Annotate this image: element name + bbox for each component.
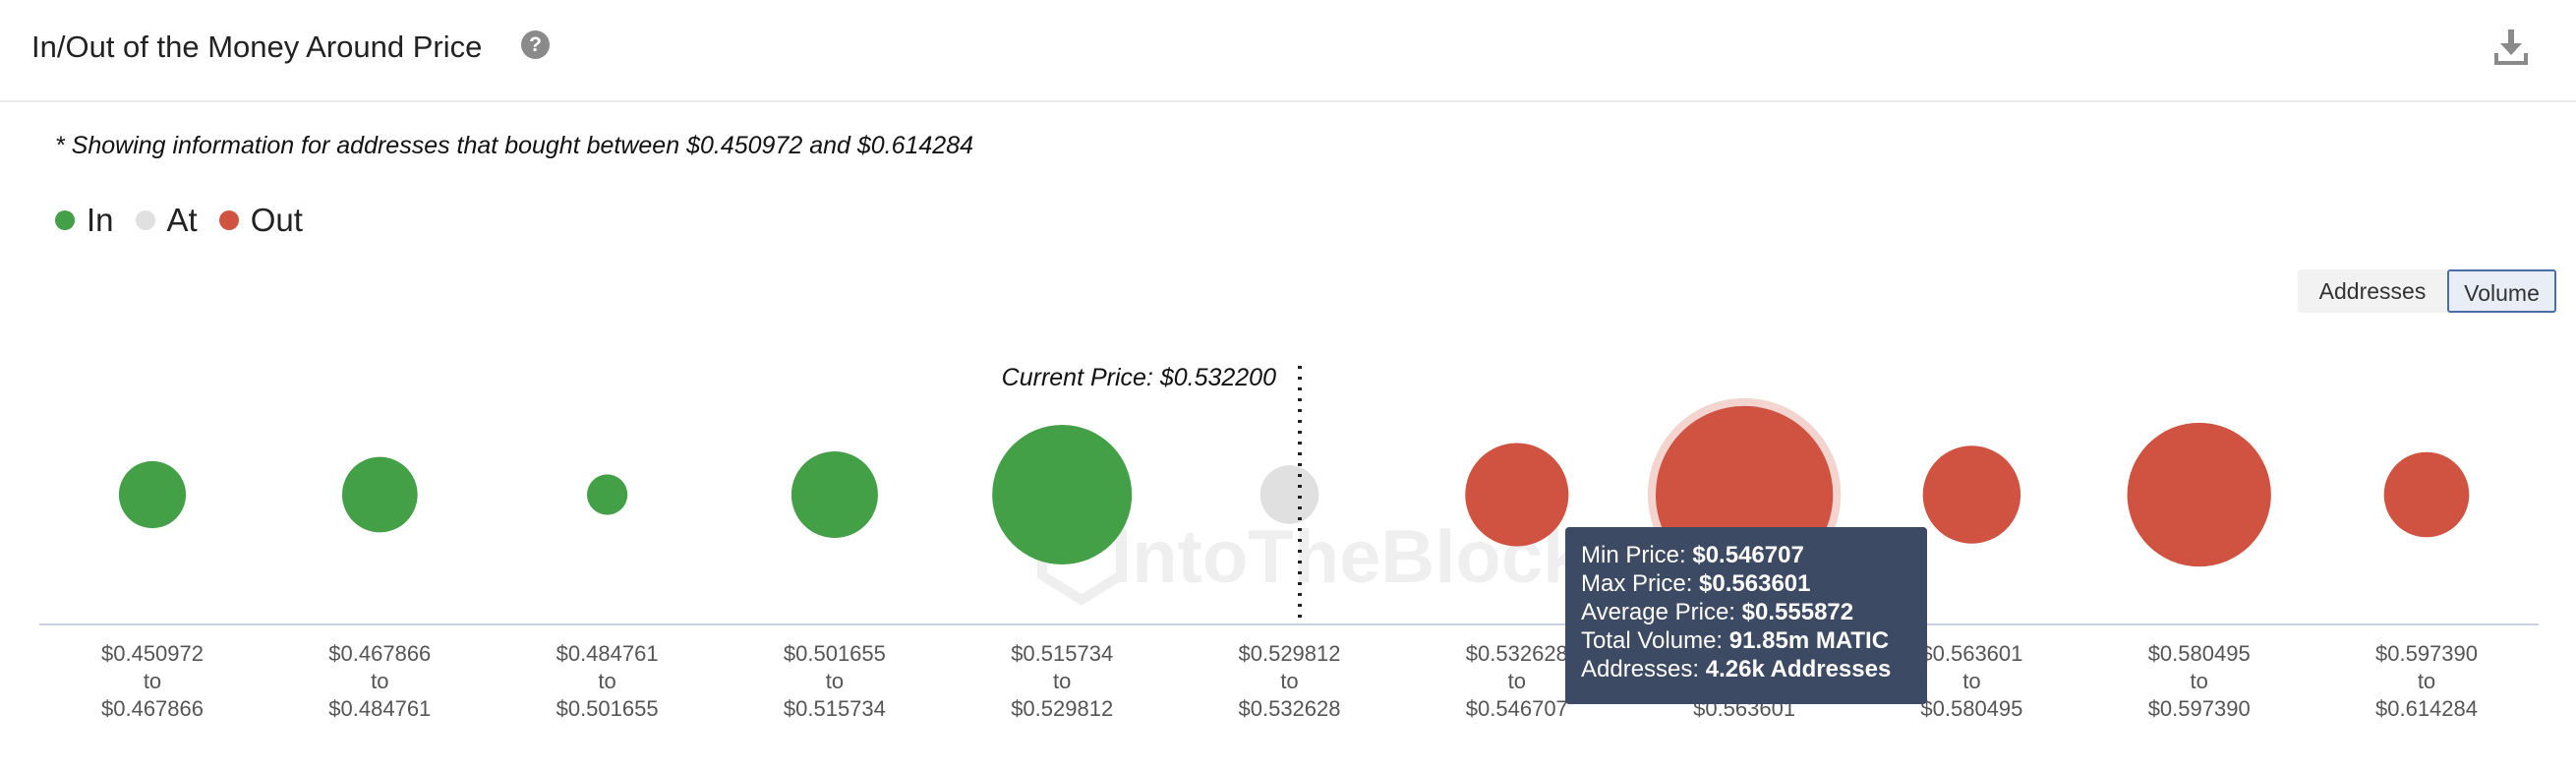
bubble-in-2[interactable] (587, 474, 628, 515)
x-tick-label-8: $0.563601 to $0.580495 (1920, 641, 2022, 721)
price-range-note: * Showing information for addresses that… (55, 132, 974, 159)
x-tick-label-5: $0.529812 to $0.532628 (1239, 641, 1341, 721)
legend-swatch-out (218, 210, 239, 230)
x-tick-labels: $0.450972 to $0.467866 $0.467866 to $0.484761… (101, 641, 2478, 721)
volume-toggle-button[interactable]: Volume (2447, 269, 2556, 313)
bubble-in-1[interactable] (341, 456, 418, 533)
tooltip-addresses-row: Addresses: 4.26k Addresses (1581, 656, 1892, 682)
bucket-tooltip: Min Price: $0.546707 Max Price: $0.56360… (1565, 527, 1927, 704)
legend-swatch-at (135, 210, 155, 230)
x-tick-label-10: $0.597390 to $0.614284 (2375, 641, 2478, 721)
x-tick-label-2: $0.484761 to $0.501655 (556, 641, 659, 721)
legend-label-in: In (87, 202, 114, 238)
bubble-chart: IntoTheBlock $0.450972 to $0.467866$0.4678… (39, 364, 2539, 721)
bubble-out-8[interactable] (1922, 445, 2021, 544)
x-tick-label-0: $0.450972 to $0.467866 (101, 641, 204, 721)
tooltip-avg-row: Average Price: $0.555872 (1581, 599, 1854, 625)
bubble-in-3[interactable] (790, 450, 878, 539)
bubble-in-4[interactable] (992, 425, 1133, 564)
bubble-at-5[interactable] (1259, 465, 1319, 524)
x-tick-label-3: $0.501655 to $0.515734 (784, 641, 886, 721)
addresses-toggle-button[interactable]: Addresses (2298, 269, 2447, 313)
legend-swatch-in (55, 210, 75, 230)
x-tick-label-9: $0.580495 to $0.597390 (2148, 641, 2251, 721)
question-circle-icon[interactable]: ? (521, 30, 550, 59)
legend-label-out: Out (250, 202, 303, 238)
legend-item-at[interactable]: At (135, 202, 198, 239)
legend-item-in[interactable]: In (55, 202, 114, 239)
download-icon[interactable] (2493, 28, 2529, 67)
tooltip-min-row: Min Price: $0.546707 (1581, 542, 1804, 568)
legend-label-at: At (166, 202, 198, 238)
x-tick-label-1: $0.467866 to $0.484761 (328, 641, 431, 721)
bubble-in-0[interactable] (118, 460, 187, 529)
bubble-out-6[interactable] (1465, 443, 1569, 547)
chart-header: In/Out of the Money Around Price ? (0, 0, 2576, 102)
x-tick-label-4: $0.515734 to $0.529812 (1011, 641, 1113, 721)
current-price-label: Current Price: $0.532200 (1002, 364, 1276, 391)
tooltip-volume-row: Total Volume: 91.85m MATIC (1581, 627, 1890, 654)
chart-title: In/Out of the Money Around Price (31, 30, 483, 64)
x-tick-label-6: $0.532628 to $0.546707 (1466, 641, 1568, 721)
bubble-out-9[interactable] (2127, 422, 2271, 567)
bubble-out-10[interactable] (2383, 451, 2470, 538)
tooltip-max-row: Max Price: $0.563601 (1581, 570, 1811, 597)
legend-item-out[interactable]: Out (218, 202, 303, 239)
legend: In At Out (55, 202, 324, 239)
